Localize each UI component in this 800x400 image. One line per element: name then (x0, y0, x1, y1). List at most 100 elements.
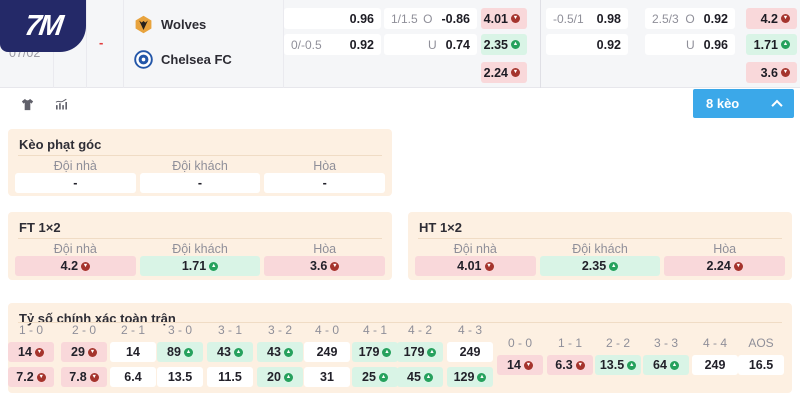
brand-logo[interactable]: 7M (0, 0, 86, 52)
column-divider (86, 0, 87, 88)
score-label: 4 - 3 (457, 323, 482, 337)
odds-cell[interactable]: 179 (352, 342, 398, 362)
odds-cell-ou-a-r1[interactable]: 1/1.5 O -0.86 (384, 8, 477, 29)
odds-cell[interactable]: 249 (447, 342, 493, 362)
stats-chart-icon[interactable] (52, 97, 70, 117)
score-column: 4 - 3 249 129 (447, 324, 493, 387)
odds-cell-ou-a-r2[interactable]: U 0.74 (384, 34, 477, 55)
odds-cell[interactable]: 13.5 (595, 355, 641, 375)
jersey-icon[interactable] (20, 97, 35, 117)
section-title: Kèo phạt góc (19, 137, 102, 152)
odds-cell-hdp-b-r1[interactable]: -0.5/1 0.98 (546, 8, 628, 29)
odds-cell-ou-b-r2[interactable]: U 0.96 (645, 34, 735, 55)
odds-cell-hdp-b-r2[interactable]: 0.92 (546, 34, 628, 55)
match-odds-strip: 07/02 - Wolves Chelsea FC 0.96 0/-0.5 0.… (0, 0, 800, 88)
odds-cell-1x2-b-home[interactable]: 4.2 (746, 8, 797, 29)
toolbar: 8 kèo (0, 88, 800, 122)
odds-cell[interactable]: 20 (257, 367, 303, 387)
odds-cell[interactable]: 2.24 (664, 256, 786, 276)
home-header: Đội nhà (453, 242, 497, 256)
odds-cell[interactable]: 1.71 (139, 256, 261, 276)
odds-cell-ou-b-r1[interactable]: 2.5/3 O 0.92 (645, 8, 735, 29)
draw-header: Hòa (713, 242, 737, 256)
score-label: 4 - 4 (702, 336, 727, 350)
odds-cell-1x2-a-draw[interactable]: 2.24 (481, 62, 527, 83)
odds-value: 0.92 (596, 37, 621, 52)
odds-cell[interactable]: - (264, 173, 386, 193)
score-label: 0 - 0 (507, 336, 532, 350)
odds-cell[interactable]: 14 (497, 355, 543, 375)
odds-value: 0.96 (349, 11, 374, 26)
away-header: Đội khách (172, 159, 228, 173)
score-label: 3 - 1 (217, 323, 242, 337)
score-column: 2 - 2 13.5 (595, 337, 641, 375)
odds-cell-1x2-b-draw[interactable]: 3.6 (746, 62, 797, 83)
goal-line-label: 2.5/3 (652, 11, 679, 26)
score-column: 1 - 0 14 7.2 (8, 324, 54, 387)
away-team-row[interactable]: Chelsea FC (134, 50, 232, 69)
odds-cell[interactable]: 2.35 (539, 256, 661, 276)
score-label: 3 - 0 (167, 323, 192, 337)
odds-cell[interactable]: - (15, 173, 136, 193)
score-column: 3 - 3 64 (643, 337, 689, 375)
odds-cell[interactable]: 14 (8, 342, 54, 362)
odds-cell[interactable]: 43 (207, 342, 253, 362)
odds-cell[interactable]: 129 (447, 367, 493, 387)
chevron-up-icon (771, 99, 783, 111)
score-column: 4 - 0 249 31 (304, 324, 350, 387)
wolves-badge-icon (135, 15, 152, 34)
odds-cell-1x2-b-away[interactable]: 1.71 (746, 34, 797, 55)
odds-cell[interactable]: 3.6 (264, 256, 386, 276)
score-column: 2 - 0 29 7.8 (61, 324, 107, 387)
column-headers: Đội nhà Đội khách Hòa (15, 242, 385, 256)
score-label: 1 - 1 (557, 336, 582, 350)
odds-cell-hdp-a-r2[interactable]: 0/-0.5 0.92 (284, 34, 381, 55)
odds-cell[interactable]: 11.5 (207, 367, 253, 387)
goal-line-label: 1/1.5 (391, 11, 418, 26)
under-label: U (685, 37, 695, 52)
odds-cell[interactable]: 29 (61, 342, 107, 362)
odds-cell[interactable]: 4.2 (15, 256, 136, 276)
status-dash: - (99, 35, 104, 50)
odds-cell[interactable]: 89 (157, 342, 203, 362)
score-column: 3 - 1 43 11.5 (207, 324, 253, 387)
score-label: 4 - 2 (407, 323, 432, 337)
odds-cell[interactable]: 13.5 (157, 367, 203, 387)
odds-cell[interactable]: 7.8 (61, 367, 107, 387)
away-team-name: Chelsea FC (161, 52, 232, 67)
score-column: 2 - 1 14 6.4 (110, 324, 156, 387)
odds-cell[interactable]: 16.5 (738, 355, 784, 375)
home-header: Đội nhà (53, 159, 97, 173)
section-title: HT 1×2 (419, 220, 462, 235)
score-label: AOS (748, 336, 774, 350)
odds-cell[interactable]: 14 (110, 342, 156, 362)
odds-cell[interactable]: 7.2 (8, 367, 54, 387)
odds-cell-1x2-a-home[interactable]: 4.01 (481, 8, 527, 29)
odds-cell[interactable]: 6.3 (547, 355, 593, 375)
score-label: 2 - 1 (120, 323, 145, 337)
bets-count-button[interactable]: 8 kèo (693, 89, 794, 118)
odds-cell[interactable]: 43 (257, 342, 303, 362)
section-title: FT 1×2 (19, 220, 61, 235)
handicap-label: -0.5/1 (553, 11, 584, 26)
odds-cell[interactable]: 249 (692, 355, 738, 375)
score-label: 4 - 0 (314, 323, 339, 337)
odds-cell[interactable]: 179 (397, 342, 443, 362)
odds-value: 0.74 (445, 37, 470, 52)
odds-cell[interactable]: 45 (397, 367, 443, 387)
odds-cell[interactable]: 249 (304, 342, 350, 362)
odds-cell[interactable]: 64 (643, 355, 689, 375)
column-divider (123, 0, 124, 88)
home-team-row[interactable]: Wolves (134, 15, 206, 34)
odds-cell-hdp-a-r1[interactable]: 0.96 (284, 8, 381, 29)
score-column: 1 - 1 6.3 (547, 337, 593, 375)
odds-cell[interactable]: 31 (304, 367, 350, 387)
odds-cell[interactable]: 6.4 (110, 367, 156, 387)
odds-cell[interactable]: - (139, 173, 261, 193)
score-label: 2 - 2 (605, 336, 630, 350)
odds-row: 4.2 1.71 3.6 (15, 256, 386, 276)
odds-cell[interactable]: 25 (352, 367, 398, 387)
odds-cell[interactable]: 4.01 (415, 256, 536, 276)
odds-cell-1x2-a-away[interactable]: 2.35 (481, 34, 527, 55)
chelsea-badge-icon (134, 50, 153, 69)
